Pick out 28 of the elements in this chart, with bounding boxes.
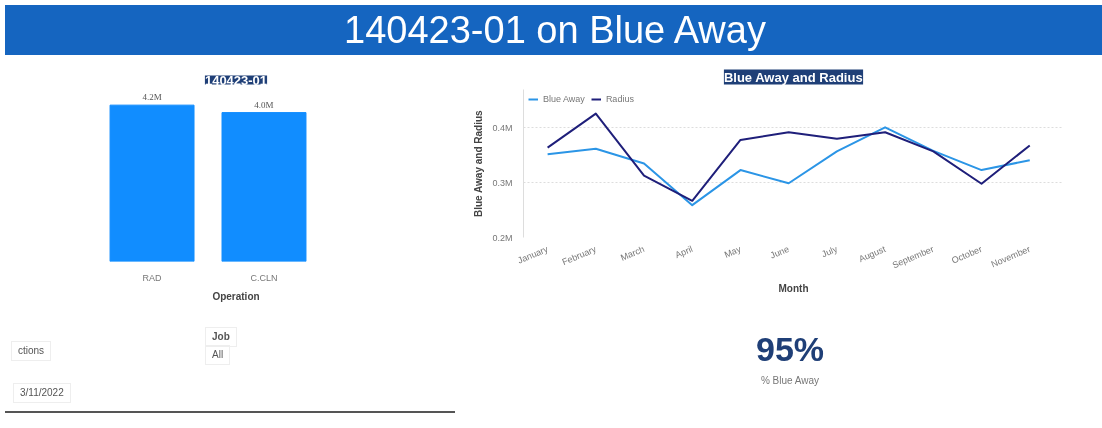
chart-title: Blue Away and Radius (723, 69, 863, 85)
text: 3/11/2022 (13, 383, 71, 404)
text: % Blue Away (759, 373, 821, 388)
x-axis-title: Month (778, 282, 809, 294)
x-tick-label: April (673, 243, 695, 261)
line-series (546, 126, 1031, 207)
x-tick-label: RAD (142, 272, 163, 283)
legend-label: Blue Away (543, 94, 585, 104)
data-label: 4.2M (142, 92, 162, 103)
x-tick-label: June (768, 243, 791, 261)
text: 140423-01 on Blue Away (5, 5, 1102, 55)
x-tick-label: March (619, 243, 646, 263)
y-tick-label: 0.4M (492, 122, 513, 133)
y-axis-title: Blue Away and Radius (473, 109, 485, 218)
x-tick-label: May (722, 243, 743, 260)
line-series (546, 112, 1031, 202)
legend-label: Radius (605, 94, 634, 104)
text: All (205, 345, 231, 366)
chart-title: 140423-01 (204, 72, 268, 88)
data-label: 4.0M (254, 99, 274, 110)
text: Job (205, 327, 237, 348)
x-axis-title: Operation (212, 290, 260, 302)
text: ctions (11, 341, 52, 362)
x-tick-label: C.CLN (250, 272, 278, 283)
text: 95% (754, 329, 826, 370)
x-tick-label: July (820, 243, 840, 260)
y-tick-label: 0.2M (492, 232, 513, 243)
y-tick-label: 0.3M (492, 177, 513, 188)
